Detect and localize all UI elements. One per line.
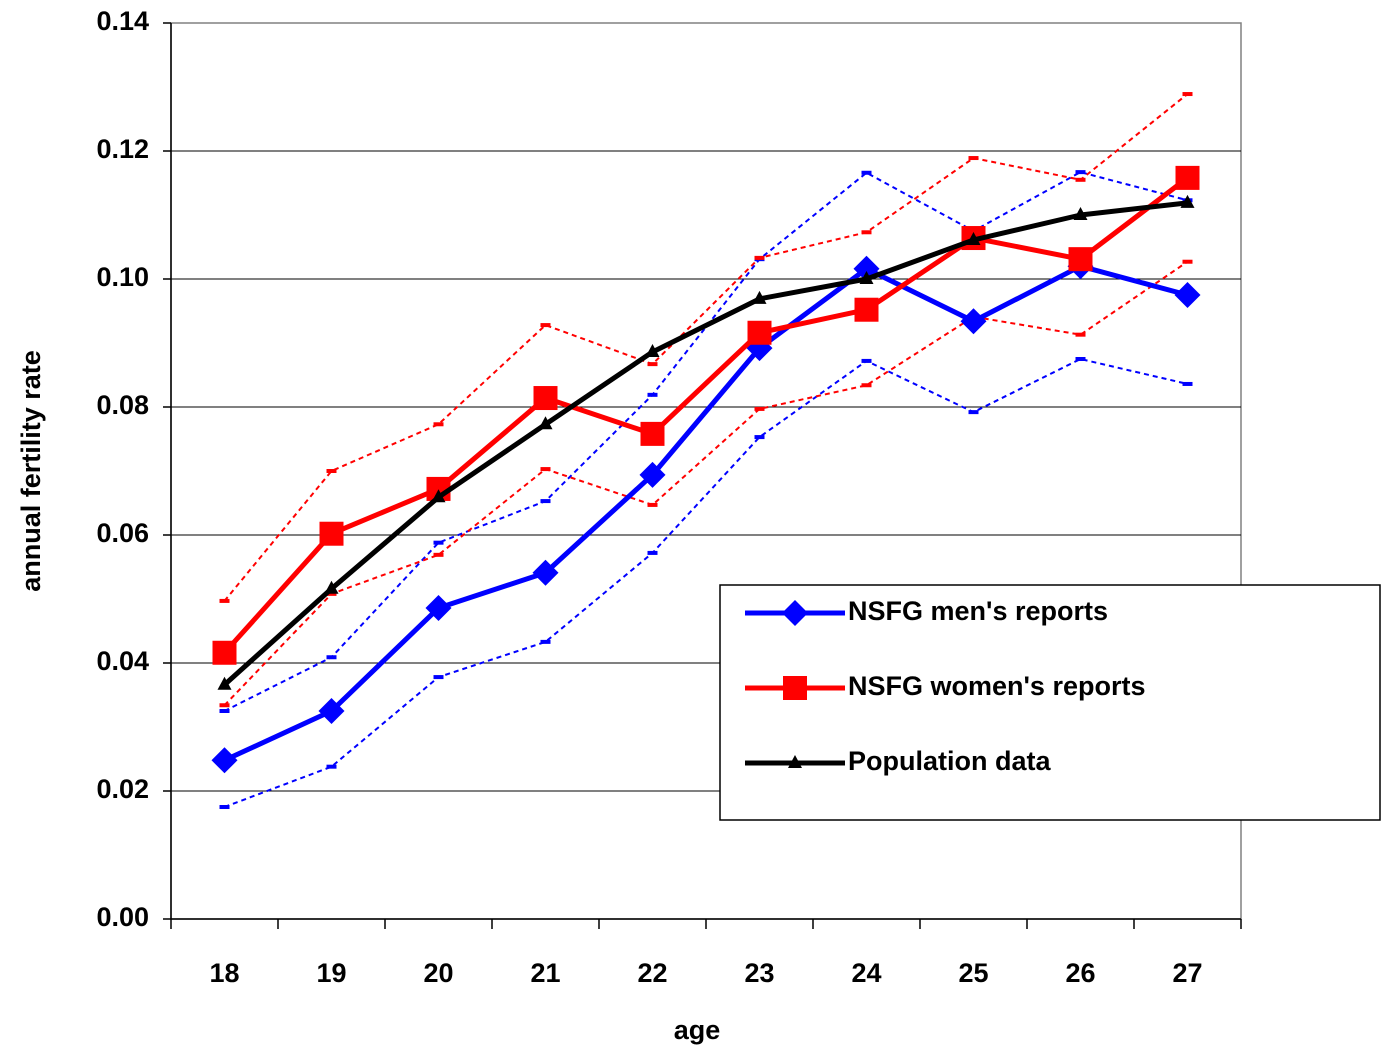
marker xyxy=(1075,177,1086,182)
x-tick-label: 20 xyxy=(423,958,453,988)
legend-label: Population data xyxy=(848,746,1051,776)
marker xyxy=(532,559,559,586)
marker xyxy=(319,521,344,546)
bound-line xyxy=(223,260,1189,706)
x-tick-label: 25 xyxy=(958,958,988,988)
x-tick-label: 19 xyxy=(316,958,346,988)
marker xyxy=(326,655,337,660)
marker xyxy=(966,231,981,245)
marker xyxy=(326,591,337,596)
marker xyxy=(647,362,658,367)
marker xyxy=(533,386,558,411)
x-tick-label: 23 xyxy=(744,958,774,988)
marker xyxy=(1175,165,1200,190)
marker xyxy=(1068,247,1093,272)
marker xyxy=(647,502,658,507)
x-tick-label: 24 xyxy=(851,958,881,988)
marker xyxy=(640,421,665,446)
marker xyxy=(540,639,551,644)
marker xyxy=(968,156,979,161)
marker xyxy=(540,467,551,472)
marker xyxy=(960,308,987,335)
marker xyxy=(540,323,551,328)
marker xyxy=(433,540,444,545)
marker xyxy=(647,392,658,397)
marker xyxy=(788,755,802,768)
y-tick-label: 0.00 xyxy=(96,902,149,932)
marker xyxy=(326,469,337,473)
marker xyxy=(639,461,666,488)
marker xyxy=(861,383,872,388)
series-line xyxy=(222,200,1188,687)
marker xyxy=(1182,381,1193,386)
marker xyxy=(647,550,658,555)
marker xyxy=(754,406,765,411)
x-tick-label: 21 xyxy=(530,958,560,988)
marker xyxy=(219,703,230,708)
y-tick-label: 0.04 xyxy=(96,646,149,676)
marker xyxy=(1182,92,1193,97)
y-tick-label: 0.06 xyxy=(96,518,149,548)
x-axis-label: age xyxy=(674,1015,721,1045)
y-tick-label: 0.08 xyxy=(96,390,149,420)
y-axis-label: annual fertility rate xyxy=(16,350,46,592)
marker xyxy=(211,747,238,774)
y-tick-label: 0.10 xyxy=(96,262,149,292)
marker xyxy=(324,580,339,594)
x-tick-label: 27 xyxy=(1172,958,1202,988)
marker xyxy=(540,499,551,504)
y-tick-label: 0.02 xyxy=(96,774,149,804)
bound-line xyxy=(224,171,1188,712)
x-tick-label: 18 xyxy=(209,958,239,988)
marker xyxy=(645,343,660,357)
marker xyxy=(783,676,807,700)
x-tick-label: 22 xyxy=(637,958,667,988)
marker xyxy=(219,598,230,603)
x-tick-label: 26 xyxy=(1065,958,1095,988)
marker xyxy=(431,489,446,503)
y-tick-label: 0.12 xyxy=(96,134,149,164)
marker xyxy=(859,271,874,284)
marker xyxy=(212,640,237,665)
marker xyxy=(1182,259,1193,264)
marker xyxy=(747,320,772,345)
series-line xyxy=(222,175,1190,655)
y-tick-label: 0.14 xyxy=(96,6,149,36)
marker xyxy=(1174,282,1201,308)
legend-label: NSFG women's reports xyxy=(848,671,1145,701)
marker xyxy=(782,600,808,626)
marker xyxy=(318,698,345,724)
marker xyxy=(861,230,872,235)
marker xyxy=(538,416,553,430)
legend-box xyxy=(719,584,1381,821)
marker xyxy=(968,410,979,415)
marker xyxy=(433,422,444,427)
marker xyxy=(861,170,872,175)
marker xyxy=(1075,332,1086,337)
marker xyxy=(433,552,444,557)
series-line xyxy=(223,263,1189,763)
marker xyxy=(754,435,765,440)
marker xyxy=(1075,170,1086,175)
marker xyxy=(425,594,452,621)
marker xyxy=(854,297,879,322)
marker xyxy=(1073,207,1088,220)
marker xyxy=(433,675,444,680)
marker xyxy=(754,255,765,260)
marker xyxy=(326,764,337,769)
marker xyxy=(1180,194,1195,208)
bound-line xyxy=(224,358,1188,808)
marker xyxy=(752,290,767,304)
legend-label: NSFG men's reports xyxy=(848,596,1108,626)
bound-line xyxy=(223,93,1189,602)
marker xyxy=(219,805,230,809)
marker xyxy=(1075,357,1086,361)
marker xyxy=(219,709,230,713)
marker xyxy=(861,358,872,363)
marker xyxy=(217,676,232,690)
